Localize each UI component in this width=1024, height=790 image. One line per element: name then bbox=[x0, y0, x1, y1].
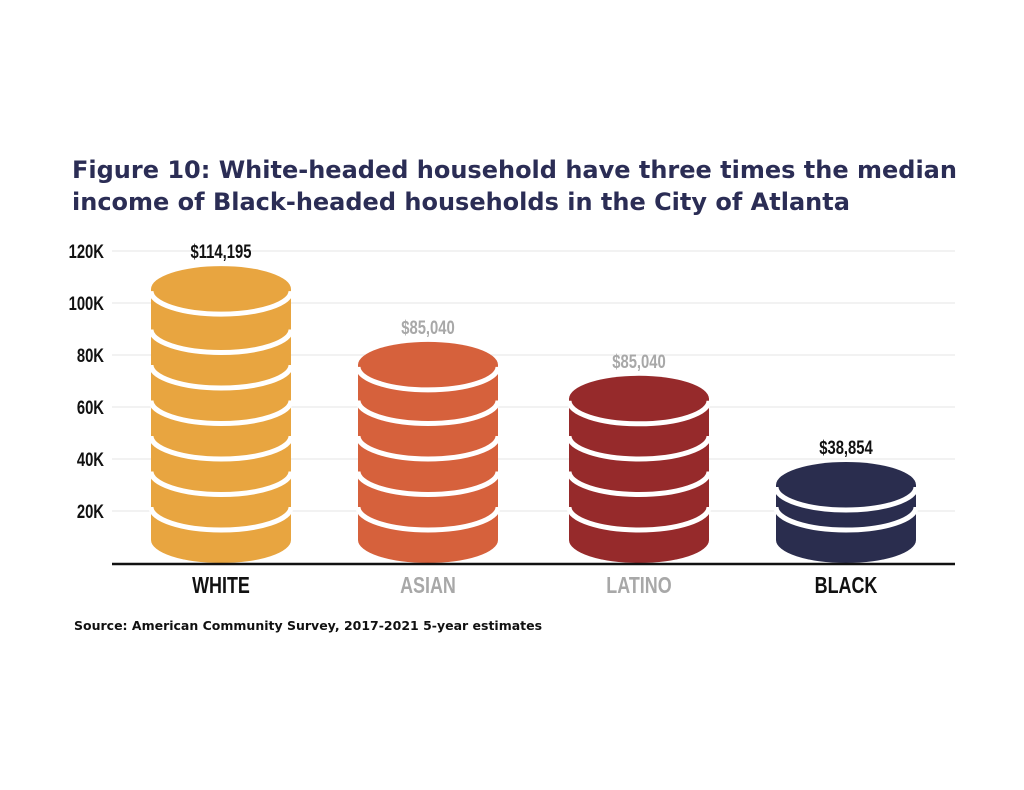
data-label: $38,854 bbox=[819, 437, 873, 458]
bar-cap-line bbox=[355, 366, 501, 393]
bar-band-line bbox=[148, 435, 294, 462]
bar-body bbox=[151, 289, 291, 563]
x-category-label: WHITE bbox=[192, 573, 250, 599]
data-label: $85,040 bbox=[612, 351, 666, 372]
bar-band-line bbox=[566, 506, 712, 533]
bar-band-line bbox=[355, 400, 501, 426]
bar-band-line bbox=[773, 506, 919, 533]
y-tick-label: 20K bbox=[77, 501, 105, 522]
bar-cap-line bbox=[773, 486, 919, 513]
y-tick-label: 120K bbox=[69, 241, 105, 262]
x-category-label: BLACK bbox=[815, 573, 878, 599]
bar-band-line bbox=[148, 329, 294, 355]
bar-band-line bbox=[148, 364, 294, 391]
y-tick-label: 100K bbox=[69, 293, 105, 314]
x-category-label: ASIAN bbox=[400, 573, 456, 599]
bar-body bbox=[569, 398, 709, 563]
bar-top-cap bbox=[358, 341, 498, 388]
bar-band-line bbox=[355, 435, 501, 462]
bar-cap-line bbox=[148, 290, 294, 317]
bar-band-line bbox=[355, 506, 501, 533]
bar-asian bbox=[355, 341, 501, 563]
bar-band-line bbox=[566, 471, 712, 497]
data-label: $85,040 bbox=[401, 317, 455, 338]
y-tick-label: 40K bbox=[77, 449, 105, 470]
bar-band-line bbox=[148, 400, 294, 426]
bar-band-line bbox=[355, 471, 501, 497]
chart-title: Figure 10: White-headed household have t… bbox=[72, 156, 957, 216]
bar-band-line bbox=[148, 506, 294, 533]
bar-latino bbox=[566, 375, 712, 563]
y-tick-label: 80K bbox=[77, 345, 105, 366]
bar-black bbox=[773, 461, 919, 563]
bar-band-line bbox=[566, 435, 712, 462]
bar-band-line bbox=[148, 471, 294, 497]
y-tick-label: 60K bbox=[77, 397, 105, 418]
data-label: $114,195 bbox=[191, 241, 252, 262]
bar-white bbox=[148, 266, 294, 563]
bar-cap-line bbox=[566, 400, 712, 427]
x-category-label: LATINO bbox=[606, 573, 671, 599]
bar-top-cap bbox=[776, 461, 916, 508]
bar-top-cap bbox=[569, 375, 709, 422]
bar-top-cap bbox=[151, 266, 291, 313]
source-note: Source: American Community Survey, 2017-… bbox=[74, 618, 543, 633]
bar-body bbox=[358, 364, 498, 563]
